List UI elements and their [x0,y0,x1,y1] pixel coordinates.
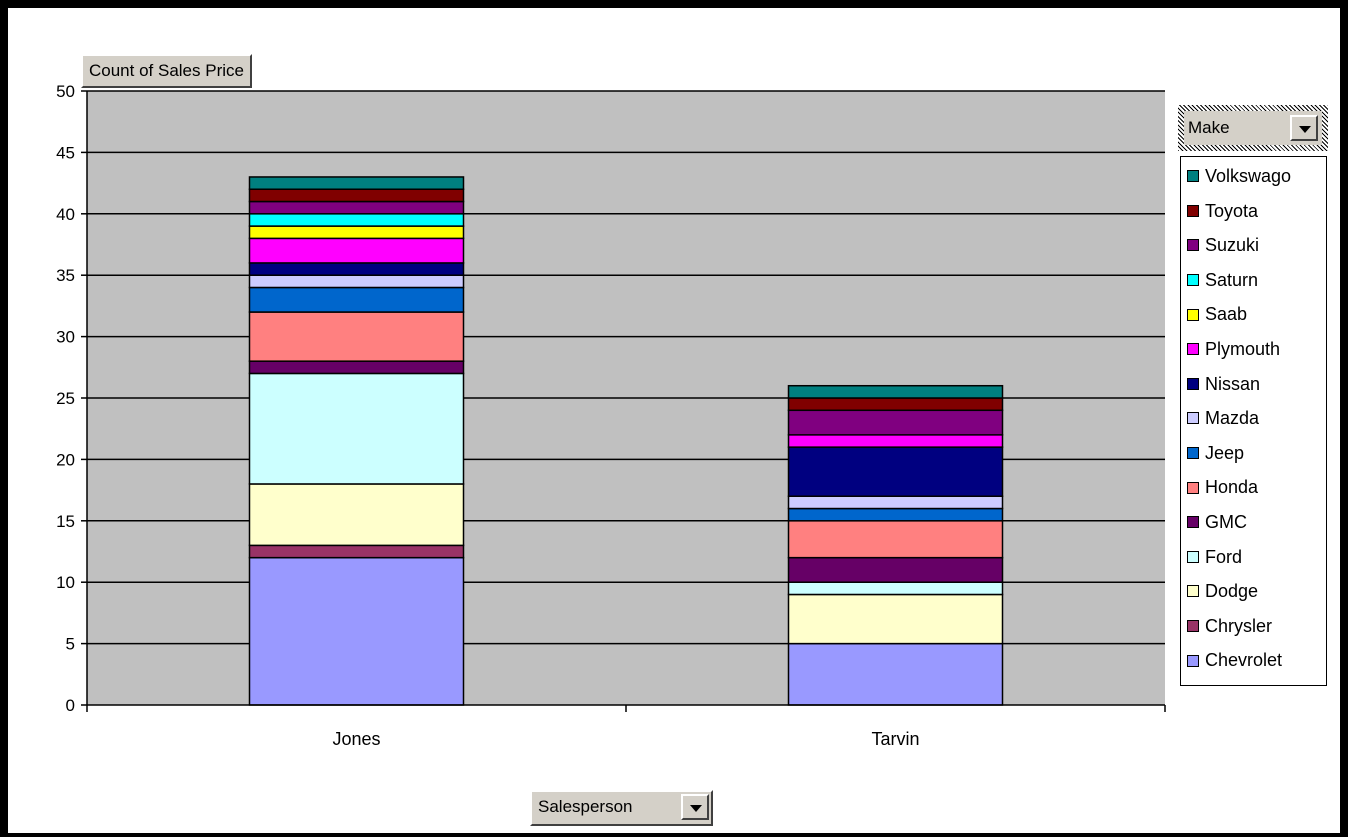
legend-item: Nissan [1187,373,1260,395]
bar-segment-saab [248,225,465,240]
legend-label: Saturn [1205,269,1259,290]
legend-item: Jeep [1187,442,1244,464]
legend-item: Saab [1187,303,1247,325]
legend-item: Chrysler [1187,615,1272,637]
legend-swatch [1187,585,1199,598]
y-tick-label: 15 [56,512,75,531]
bar-segment-plymouth [248,237,465,264]
bar-segment-dodge [248,483,465,547]
data-field-button[interactable]: Count of Sales Price [81,54,252,88]
y-tick-label: 10 [56,573,75,592]
legend-label: Saab [1205,304,1248,325]
bar-segment-toyota [787,397,1004,412]
legend-label: Dodge [1205,581,1259,602]
bar-segment-chevrolet [787,642,1004,706]
legend-label: Honda [1205,477,1259,498]
y-tick-label: 45 [56,143,75,162]
legend-item: Ford [1187,546,1242,568]
y-tick-label: 50 [56,82,75,101]
legend-swatch [1187,412,1199,425]
bar-segment-nissan [787,446,1004,497]
legend-item: Plymouth [1187,338,1280,360]
bar-segment-suzuki [787,409,1004,436]
legend-label: Suzuki [1205,235,1260,256]
bar-segment-mazda [787,495,1004,510]
legend-label: Chrysler [1205,615,1273,636]
x-tick-label: Jones [332,729,380,749]
series-field-button[interactable]: Make [1178,105,1328,151]
y-tick-label: 35 [56,266,75,285]
bar-segment-jeep [787,507,1004,522]
legend-item: Chevrolet [1187,649,1282,671]
legend-swatch [1187,239,1199,252]
bar-segment-dodge [787,593,1004,645]
legend-swatch [1187,343,1199,356]
legend-item: Volkswago [1187,165,1291,187]
legend-swatch [1187,447,1199,460]
bar-segment-volkswago [787,384,1004,399]
legend-label: Ford [1205,546,1243,567]
legend-item: Dodge [1187,580,1258,602]
bar-segment-suzuki [248,200,465,215]
category-field-button[interactable]: Salesperson [530,790,713,826]
bar-segment-ford [787,581,1004,596]
bar-segment-honda [787,520,1004,559]
bar-segment-gmc [787,556,1004,583]
legend-swatch [1187,550,1199,563]
legend-swatch [1187,170,1199,183]
bar-segment-jeep [248,286,465,313]
legend-item: Toyota [1187,200,1258,222]
bar-segment-saturn [248,213,465,227]
legend-item: Honda [1187,476,1258,498]
series-field-inner[interactable]: Make [1184,111,1322,145]
bar-segment-chevrolet [248,556,465,706]
chart-frame: 0 5 10 15 20 25 30 35 40 45 50 Jones Tarvin Count of… [8,8,1340,833]
x-tick-label: Tarvin [871,729,919,749]
legend-item: Mazda [1187,407,1259,429]
legend-item: GMC [1187,511,1247,533]
legend: Volkswago Toyota Suzuki Saturn Saab Plymouth N… [1180,156,1327,686]
bar-segment-plymouth [787,434,1004,448]
legend-label: GMC [1205,512,1247,532]
pivot-chart: 0 5 10 15 20 25 30 35 40 45 50 Jones Tarvin [56,82,1166,749]
category-field-label: Salesperson [538,797,633,816]
bar-segment-ford [248,372,465,485]
legend-swatch [1187,308,1199,321]
series-field-label: Make [1188,118,1230,137]
legend-label: Chevrolet [1205,650,1283,671]
legend-swatch [1187,620,1199,633]
legend-label: Nissan [1205,373,1261,394]
y-tick-label: 20 [56,450,75,469]
bar-segment-toyota [248,188,465,203]
legend-label: Toyota [1205,200,1259,221]
bar-segment-chrysler [248,544,465,559]
legend-swatch [1187,274,1199,287]
legend-swatch [1187,481,1199,494]
legend-item: Saturn [1187,269,1258,291]
legend-swatch [1187,377,1199,390]
y-tick-label: 0 [66,696,75,715]
bar-segment-honda [248,311,465,362]
chevron-down-icon[interactable] [1290,115,1318,141]
legend-swatch [1187,204,1199,217]
legend-label: Mazda [1205,408,1260,429]
legend-swatch [1187,516,1199,529]
legend-swatch [1187,654,1199,667]
bar-segment-mazda [248,274,465,289]
y-tick-label: 25 [56,389,75,408]
bar-segment-gmc [248,360,465,375]
bar-segment-volkswago [248,176,465,190]
y-tick-label: 5 [66,635,75,654]
chevron-down-icon[interactable] [681,794,709,820]
y-tick-label: 40 [56,205,75,224]
legend-item: Suzuki [1187,234,1259,256]
y-tick-label: 30 [56,328,75,347]
bar-segment-nissan [248,262,465,276]
legend-label: Plymouth [1205,339,1281,359]
legend-label: Volkswago [1205,166,1292,186]
legend-label: Jeep [1205,442,1245,463]
